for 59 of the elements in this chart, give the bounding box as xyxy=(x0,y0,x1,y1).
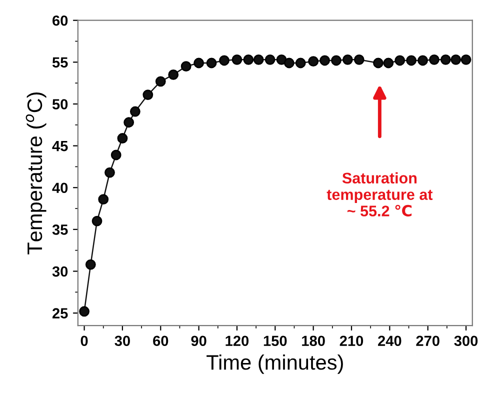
x-tick-label: 150 xyxy=(264,336,287,346)
point xyxy=(98,194,109,205)
point xyxy=(460,54,472,65)
point xyxy=(206,58,217,68)
point xyxy=(440,54,451,65)
point xyxy=(450,54,462,65)
y-tick-label: 50 xyxy=(52,99,68,110)
point xyxy=(92,216,102,226)
y-tick-label: 25 xyxy=(52,308,68,318)
point xyxy=(418,55,428,66)
point xyxy=(85,259,96,270)
point xyxy=(264,54,276,65)
point xyxy=(117,133,128,144)
point xyxy=(331,55,342,66)
point xyxy=(383,58,394,68)
x-axis-title: Time (minutes) xyxy=(206,354,343,374)
y-tick-label: 55 xyxy=(52,57,68,68)
x-tick-label: 90 xyxy=(191,336,206,346)
point xyxy=(308,56,319,67)
y-axis-title: Temperature ($^{o}$C) xyxy=(26,92,46,254)
y-tick-label: 45 xyxy=(52,141,68,152)
point xyxy=(232,54,242,65)
point xyxy=(295,58,306,68)
point xyxy=(243,54,254,65)
point xyxy=(180,61,192,72)
point xyxy=(406,55,417,66)
y-tick-label: 30 xyxy=(52,266,68,277)
point xyxy=(168,70,179,80)
point xyxy=(130,106,140,117)
x-tick-label: 180 xyxy=(302,336,325,346)
point xyxy=(429,54,440,65)
y-tick-label: 60 xyxy=(52,15,68,26)
y-tick-label: 40 xyxy=(52,182,68,194)
point xyxy=(394,55,406,66)
point xyxy=(354,54,364,65)
point xyxy=(342,54,353,65)
annotation: Saturation temperature at ~ 55.2 ℃ xyxy=(326,172,433,216)
point xyxy=(104,167,115,178)
x-tick-label: 300 xyxy=(454,336,478,346)
x-tick-label: 120 xyxy=(226,336,249,346)
x-tick-label: 60 xyxy=(153,336,168,346)
point xyxy=(79,306,90,317)
point xyxy=(320,55,330,66)
point xyxy=(194,58,204,68)
point xyxy=(124,117,134,128)
x-tick-label: 240 xyxy=(378,336,402,346)
point xyxy=(110,150,122,160)
x-tick-label: 270 xyxy=(416,336,440,346)
point xyxy=(219,55,230,66)
x-tick-label: 210 xyxy=(340,336,364,346)
x-tick-label: 0 xyxy=(80,336,88,346)
y-tick-label: 35 xyxy=(52,224,68,235)
point xyxy=(155,76,166,87)
point xyxy=(142,90,154,100)
x-tick-label: 30 xyxy=(114,336,130,346)
point xyxy=(276,54,287,65)
point xyxy=(253,54,264,65)
point xyxy=(284,58,294,68)
point xyxy=(373,58,384,68)
